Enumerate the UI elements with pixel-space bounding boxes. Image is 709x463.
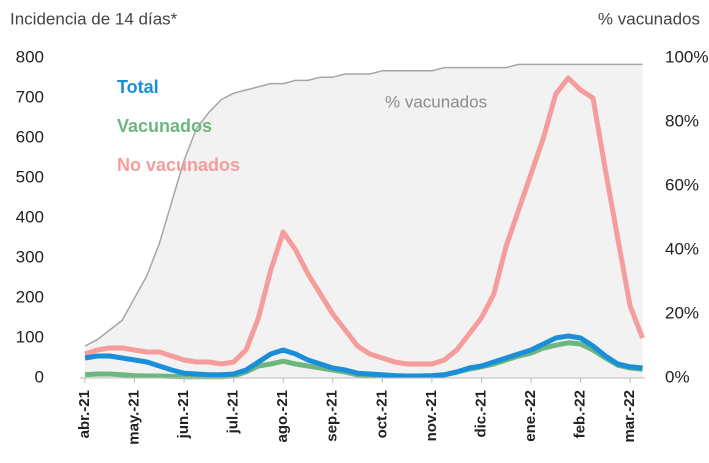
y-tick-label: 700 xyxy=(16,87,44,106)
x-tick-label: ago.-21 xyxy=(274,390,291,443)
x-tick-label: ene.-22 xyxy=(522,390,539,442)
legend-label: No vacunados xyxy=(117,155,240,175)
y-tick-label: 800 xyxy=(16,47,44,66)
x-tick-label: abr.-21 xyxy=(76,390,93,438)
y2-tick-label: 20% xyxy=(665,303,699,322)
line xyxy=(84,333,643,379)
x-tick-label: nov.-21 xyxy=(423,390,440,441)
line xyxy=(84,75,645,367)
y2-axis-title: % vacunados xyxy=(598,9,700,28)
annotation: % vacunados xyxy=(385,92,487,111)
x-tick-label: mar.-22 xyxy=(621,390,638,443)
y2-tick-label: 0% xyxy=(665,367,690,386)
y-axis-title: Incidencia de 14 días* xyxy=(10,9,178,28)
line xyxy=(84,63,643,347)
y-tick-label: 400 xyxy=(16,207,44,226)
y2-tick-label: 80% xyxy=(665,111,699,130)
y-tick-label: 600 xyxy=(16,127,44,146)
y-tick-label: 300 xyxy=(16,247,44,266)
x-tick-label: dic.-21 xyxy=(472,390,489,438)
y-tick-label: 0 xyxy=(35,367,44,386)
y2-tick-label: 40% xyxy=(665,239,699,258)
x-tick-label: feb.-22 xyxy=(572,390,589,438)
x-tick-label: jun.-21 xyxy=(175,390,192,439)
y2-tick-label: 60% xyxy=(665,175,699,194)
y-tick-label: 500 xyxy=(16,167,44,186)
legend-label: Vacunados xyxy=(117,116,212,136)
y-tick-label: 100 xyxy=(16,327,44,346)
x-tick-label: oct.-21 xyxy=(373,390,390,438)
y2-tick-label: 100% xyxy=(665,47,708,66)
x-tick-label: jul.-21 xyxy=(225,390,242,434)
x-tick-label: may.-21 xyxy=(125,390,142,445)
x-tick-label: sep.-21 xyxy=(324,390,341,442)
legend-label: Total xyxy=(117,77,159,97)
area xyxy=(85,64,643,379)
y-tick-label: 200 xyxy=(16,287,44,306)
